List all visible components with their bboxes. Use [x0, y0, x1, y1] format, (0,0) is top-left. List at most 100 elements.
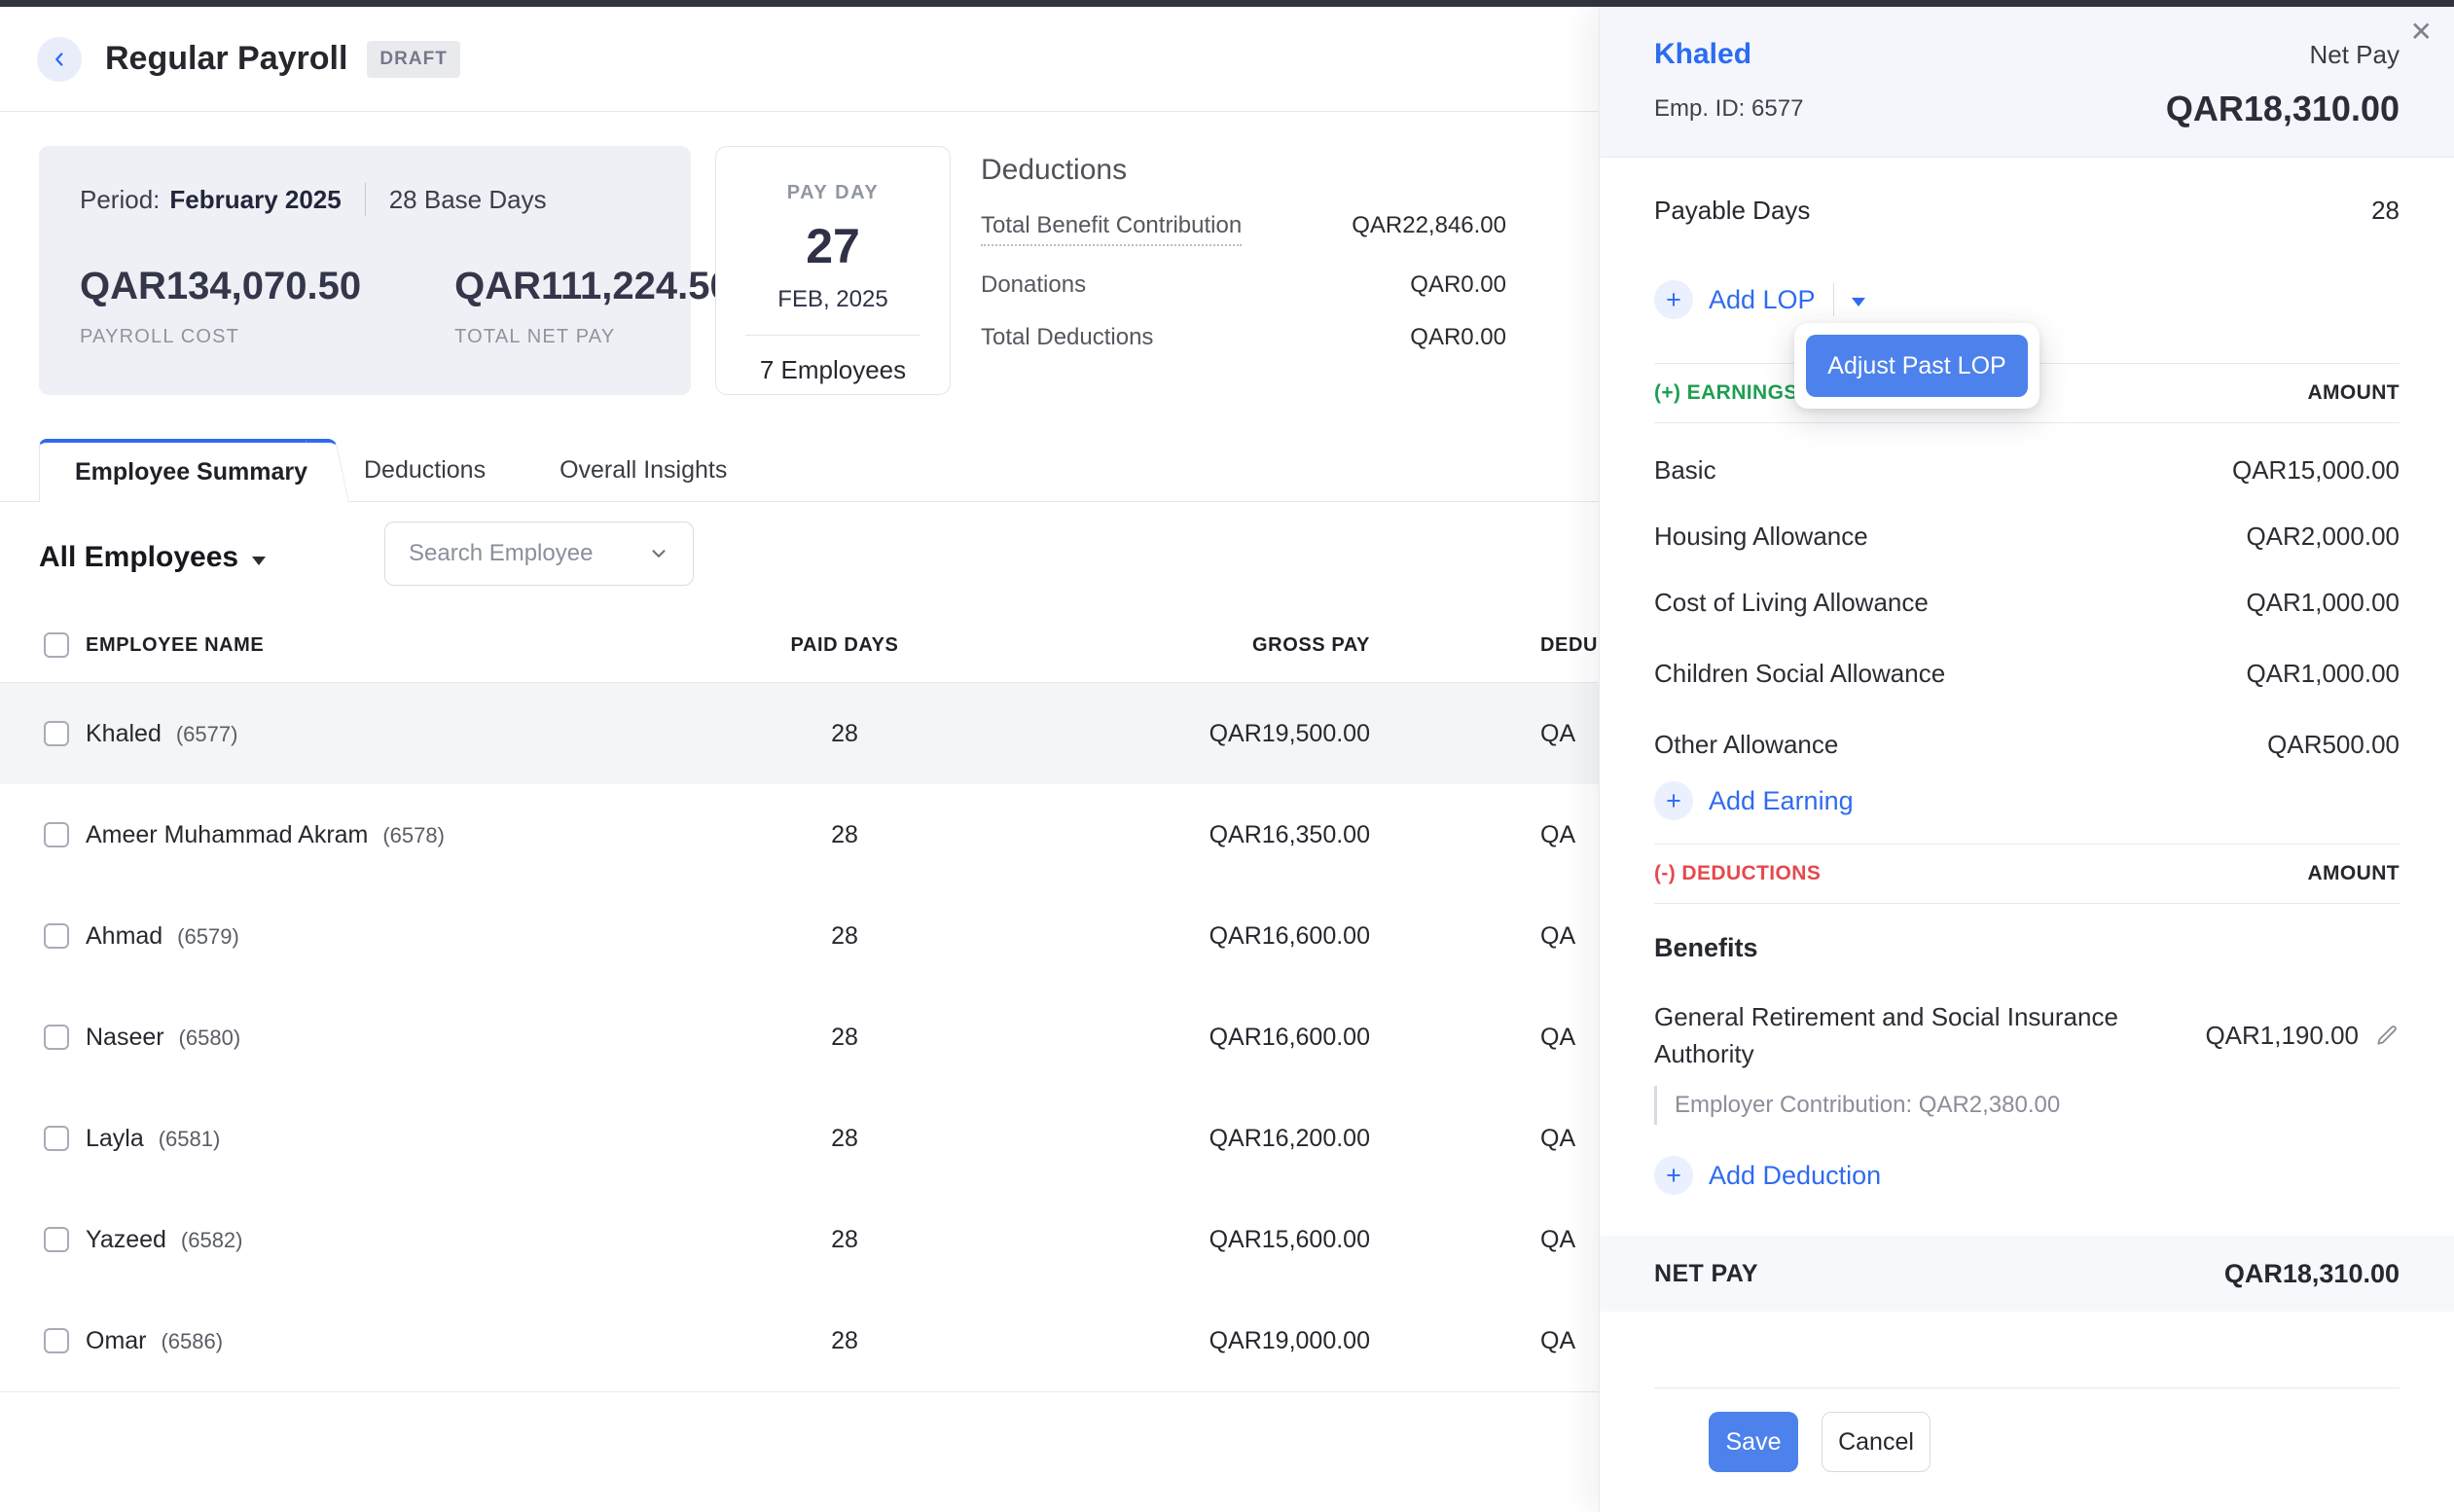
employee-detail-panel: ✕ Khaled Net Pay Emp. ID: 6577 QAR18,310…: [1599, 7, 2454, 1512]
panel-footer: Save Cancel: [1654, 1387, 2400, 1512]
paid-days-cell: 28: [757, 1327, 932, 1355]
table-row[interactable]: Yazeed (6582) 28 QAR15,600.00 QA: [0, 1189, 1674, 1290]
row-checkbox[interactable]: [44, 1328, 69, 1353]
adjust-past-lop-menu-item[interactable]: Adjust Past LOP: [1806, 335, 2028, 397]
employee-name: Omar: [86, 1327, 147, 1354]
table-row[interactable]: Omar (6586) 28 QAR19,000.00 QA: [0, 1290, 1674, 1391]
employee-name: Ameer Muhammad Akram: [86, 821, 368, 848]
earning-value: QAR1,000.00: [2246, 659, 2400, 688]
row-checkbox[interactable]: [44, 1227, 69, 1252]
row-checkbox[interactable]: [44, 1025, 69, 1050]
earning-row: Housing Allowance QAR2,000.00: [1654, 503, 2400, 569]
period-label: Period:: [80, 185, 160, 215]
deduction-summary-row: Total Benefit Contribution QAR22,846.00: [981, 212, 1506, 246]
gross-pay-cell: QAR15,600.00: [932, 1226, 1370, 1254]
tab-overall-insights[interactable]: Overall Insights: [523, 439, 764, 501]
add-lop-dropdown-menu: Adjust Past LOP: [1794, 323, 2039, 409]
gross-pay-cell: QAR16,350.00: [932, 821, 1370, 849]
total-net-pay-label: TOTAL NET PAY: [454, 326, 732, 348]
employee-id: (6578): [382, 823, 445, 847]
period-value: February 2025: [169, 185, 341, 215]
deduction-summary-label[interactable]: Donations: [981, 271, 1086, 299]
panel-header: ✕ Khaled Net Pay Emp. ID: 6577 QAR18,310…: [1600, 7, 2454, 158]
paid-days-cell: 28: [757, 821, 932, 849]
search-employee-select[interactable]: Search Employee: [384, 522, 694, 586]
deductions-summary: Deductions Total Benefit Contribution QA…: [981, 154, 1506, 351]
employee-name-link[interactable]: Khaled: [1654, 38, 1751, 71]
gross-pay-cell: QAR16,600.00: [932, 1024, 1370, 1052]
row-checkbox[interactable]: [44, 923, 69, 949]
net-pay-total-label: NET PAY: [1654, 1260, 1758, 1288]
add-deduction-control[interactable]: + Add Deduction: [1654, 1152, 2400, 1199]
employee-name: Ahmad: [86, 922, 162, 950]
deductions-section-header: (-) DEDUCTIONS AMOUNT: [1654, 844, 2400, 904]
employee-id: (6582): [181, 1228, 243, 1252]
row-checkbox[interactable]: [44, 1126, 69, 1151]
paid-days-cell: 28: [757, 1125, 932, 1153]
earning-row: Cost of Living Allowance QAR1,000.00: [1654, 569, 2400, 635]
earning-value: QAR500.00: [2267, 730, 2400, 759]
window-top-strip: [0, 0, 2454, 7]
cancel-button[interactable]: Cancel: [1822, 1412, 1931, 1472]
back-button[interactable]: [37, 37, 82, 82]
add-earning-button[interactable]: Add Earning: [1709, 786, 1854, 816]
employee-id: (6586): [161, 1329, 223, 1353]
plus-icon: +: [1654, 1156, 1693, 1195]
col-gross-pay: GROSS PAY: [932, 634, 1370, 657]
payday-card: PAY DAY 27 FEB, 2025 7 Employees: [715, 146, 951, 395]
add-deduction-button[interactable]: Add Deduction: [1709, 1161, 1881, 1191]
payable-days-label: Payable Days: [1654, 195, 1810, 226]
plus-icon: +: [1654, 781, 1693, 820]
table-row[interactable]: Ahmad (6579) 28 QAR16,600.00 QA: [0, 885, 1674, 987]
plus-icon: +: [1654, 280, 1693, 319]
net-pay-total-row: NET PAY QAR18,310.00: [1600, 1236, 2454, 1312]
table-row[interactable]: Khaled (6577) 28 QAR19,500.00 QA: [0, 683, 1674, 784]
deductions-title: (-) DEDUCTIONS: [1654, 862, 1821, 885]
all-employees-dropdown[interactable]: All Employees: [39, 541, 266, 574]
deductions-amount-label: AMOUNT: [2307, 862, 2400, 885]
all-employees-label: All Employees: [39, 541, 238, 574]
select-all-checkbox[interactable]: [44, 632, 69, 658]
benefits-group-title: Benefits: [1654, 933, 2400, 963]
earning-label: Housing Allowance: [1654, 522, 1868, 551]
employee-name: Layla: [86, 1125, 144, 1152]
deduction-row: General Retirement and Social Insurance …: [1654, 998, 2400, 1072]
earning-row: Other Allowance QAR500.00: [1654, 711, 2400, 777]
net-pay-total-value: QAR18,310.00: [2224, 1259, 2400, 1289]
payroll-cost-value: QAR134,070.50: [80, 265, 361, 308]
col-paid-days: PAID DAYS: [757, 634, 932, 657]
net-pay-label: Net Pay: [2310, 40, 2400, 70]
add-earning-control[interactable]: + Add Earning: [1654, 777, 2400, 824]
deduction-summary-label[interactable]: Total Deductions: [981, 324, 1153, 351]
row-checkbox[interactable]: [44, 721, 69, 746]
earning-value: QAR15,000.00: [2232, 455, 2400, 485]
chevron-down-icon[interactable]: [1852, 298, 1865, 306]
deduction-label: General Retirement and Social Insurance …: [1654, 998, 2199, 1072]
table-row[interactable]: Naseer (6580) 28 QAR16,600.00 QA: [0, 987, 1674, 1088]
deduction-summary-row: Total Deductions QAR0.00: [981, 324, 1506, 351]
earning-value: QAR1,000.00: [2246, 588, 2400, 617]
deduction-summary-label[interactable]: Total Benefit Contribution: [981, 212, 1242, 246]
earning-label: Basic: [1654, 455, 1716, 485]
employee-id: (6577): [176, 722, 238, 746]
employer-contribution-note: Employer Contribution: QAR2,380.00: [1654, 1086, 2400, 1125]
earnings-amount-label: AMOUNT: [2307, 381, 2400, 405]
add-lop-button[interactable]: Add LOP: [1709, 285, 1816, 315]
status-badge: DRAFT: [367, 41, 459, 78]
save-button[interactable]: Save: [1709, 1412, 1798, 1472]
table-header-row: EMPLOYEE NAME PAID DAYS GROSS PAY DEDUC: [0, 608, 1674, 683]
row-checkbox[interactable]: [44, 822, 69, 847]
tab-employee-summary[interactable]: Employee Summary: [39, 439, 327, 502]
chevron-down-icon: [252, 557, 266, 565]
tabs-bar: Employee SummaryDeductionsOverall Insigh…: [0, 439, 1599, 502]
gross-pay-cell: QAR16,200.00: [932, 1125, 1370, 1153]
table-row[interactable]: Ameer Muhammad Akram (6578) 28 QAR16,350…: [0, 784, 1674, 885]
gross-pay-cell: QAR19,000.00: [932, 1327, 1370, 1355]
employee-id: (6579): [177, 924, 239, 949]
close-icon[interactable]: ✕: [2410, 18, 2433, 46]
tab-deductions[interactable]: Deductions: [327, 439, 523, 501]
payroll-app: Regular Payroll DRAFT Period: February 2…: [0, 0, 2454, 1512]
payday-employee-count: 7 Employees: [716, 355, 950, 385]
edit-pencil-icon[interactable]: [2374, 1023, 2400, 1048]
table-row[interactable]: Layla (6581) 28 QAR16,200.00 QA: [0, 1088, 1674, 1189]
